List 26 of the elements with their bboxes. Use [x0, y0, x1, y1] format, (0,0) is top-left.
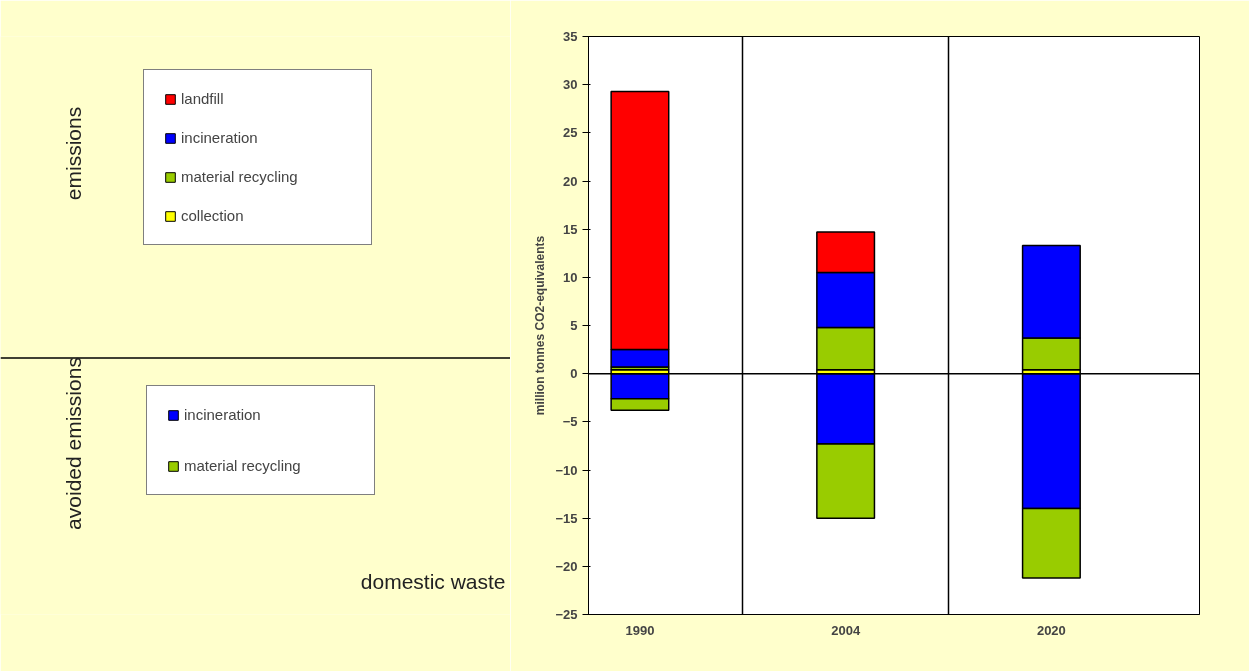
legend-label: material recycling — [181, 168, 299, 185]
y-tick-label: 30 — [563, 77, 578, 93]
y-tick-label: −10 — [555, 462, 578, 478]
text: avoided emissions — [61, 357, 85, 530]
y-tick-label: 35 — [563, 29, 578, 44]
legend-label: incineration — [184, 406, 262, 423]
text: emissions — [61, 106, 85, 201]
legend-label: material recycling — [184, 457, 302, 474]
y-axis-title: million tonnes CO2-equivalents — [533, 235, 548, 416]
legend-label: landfill — [181, 90, 225, 107]
x-tick-label: 2004 — [831, 622, 861, 638]
y-tick-label: −25 — [555, 607, 578, 622]
y-tick-label: 15 — [563, 221, 578, 237]
x-tick-label: 2020 — [1036, 622, 1066, 638]
y-tick-label: 10 — [563, 269, 578, 285]
y-tick-label: −20 — [555, 558, 578, 574]
y-tick-label: −15 — [555, 510, 578, 526]
legend-label: incineration — [181, 129, 259, 146]
y-tick-label: −5 — [562, 414, 578, 430]
y-tick-label: 0 — [570, 366, 578, 382]
legend-label: collection — [181, 207, 245, 224]
y-tick-label: 5 — [570, 318, 578, 333]
y-tick-label: 25 — [563, 125, 578, 141]
y-tick-label: 20 — [563, 173, 578, 189]
x-axis-title: domestic waste — [360, 569, 506, 593]
x-tick-label: 1990 — [625, 622, 655, 638]
